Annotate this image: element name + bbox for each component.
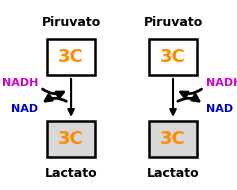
Text: Lactato: Lactato bbox=[45, 167, 97, 180]
Text: 3C: 3C bbox=[58, 130, 84, 148]
Bar bbox=[47, 121, 95, 157]
Text: NADH: NADH bbox=[2, 78, 38, 88]
Bar bbox=[149, 121, 197, 157]
Bar bbox=[149, 39, 197, 75]
Text: NAD: NAD bbox=[11, 104, 38, 114]
Bar bbox=[47, 39, 95, 75]
Text: NADH: NADH bbox=[206, 78, 237, 88]
Text: 3C: 3C bbox=[58, 48, 84, 66]
Text: Lactato: Lactato bbox=[147, 167, 199, 180]
Text: NAD: NAD bbox=[206, 104, 233, 114]
Text: 3C: 3C bbox=[160, 48, 186, 66]
Text: 3C: 3C bbox=[160, 130, 186, 148]
Text: Piruvato: Piruvato bbox=[143, 16, 203, 28]
Text: Piruvato: Piruvato bbox=[41, 16, 101, 28]
